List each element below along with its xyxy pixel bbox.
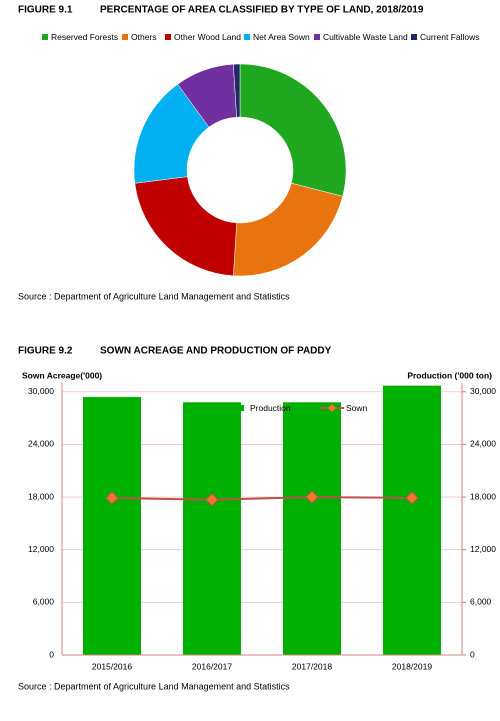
legend-label: Reserved Forests (51, 32, 118, 42)
bar (383, 385, 441, 655)
bar (83, 397, 141, 655)
legend-label: Current Fallows (420, 32, 480, 42)
legend-swatch (314, 34, 320, 40)
donut-slice (233, 182, 343, 277)
donut-slice (233, 63, 241, 118)
x-tick-label: 2015/2016 (92, 661, 132, 671)
y2-tick-label: 12,000 (470, 544, 496, 554)
y2-tick-label: 18,000 (470, 491, 496, 501)
marker (105, 491, 119, 505)
figure-number: FIGURE 9.2 (18, 346, 73, 357)
figure-number: FIGURE 9.1 (18, 5, 73, 16)
y-axis-label: Sown Acreage('000) (22, 370, 102, 380)
y-tick-label: 6,000 (33, 597, 55, 607)
y2-tick-label: 30,000 (470, 386, 496, 396)
line (111, 496, 413, 501)
bar (283, 402, 341, 655)
bar (183, 402, 241, 655)
marker (405, 491, 419, 505)
y-tick-label: 12,000 (28, 544, 54, 554)
legend-swatch (228, 405, 244, 411)
chart-title: PERCENTAGE OF AREA CLASSIFIED BY TYPE OF… (100, 5, 424, 16)
y2-tick-label: 24,000 (470, 439, 496, 449)
y-tick-label: 24,000 (28, 439, 54, 449)
legend-label: Others (131, 32, 157, 42)
y-tick-label: 30,000 (28, 386, 54, 396)
legend-label: Production (250, 403, 291, 413)
marker (305, 490, 319, 504)
y2-tick-label: 0 (470, 649, 475, 659)
y-tick-label: 0 (49, 649, 54, 659)
donut-slice (239, 63, 347, 197)
y-tick-label: 18,000 (28, 491, 54, 501)
legend-swatch (165, 34, 171, 40)
legend-label: Net Area Sown (253, 32, 310, 42)
legend-label: Sown (346, 403, 368, 413)
marker (205, 492, 219, 507)
source: Source : Department of Agriculture Land … (18, 681, 290, 691)
y2-axis-label: Production ('000 ton) (407, 370, 492, 380)
legend-swatch (411, 34, 417, 40)
legend-swatch (328, 404, 336, 412)
donut-slice (134, 176, 237, 277)
y2-tick-label: 6,000 (470, 597, 492, 607)
legend-label: Other Wood Land (174, 32, 241, 42)
chart-title: SOWN ACREAGE AND PRODUCTION OF PADDY (100, 346, 332, 357)
x-tick-label: 2016/2017 (192, 661, 232, 671)
legend-swatch (244, 34, 250, 40)
legend-swatch (42, 34, 48, 40)
legend-swatch (122, 34, 128, 40)
source: Source : Department of Agriculture Land … (18, 291, 290, 301)
x-tick-label: 2018/2019 (392, 661, 432, 671)
x-tick-label: 2017/2018 (292, 661, 332, 671)
legend-label: Cultivable Waste Land (323, 32, 408, 42)
